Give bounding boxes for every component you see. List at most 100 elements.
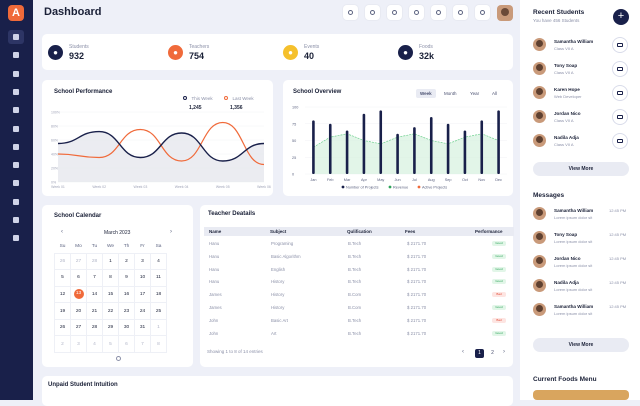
calendar-day[interactable]: 26	[54, 252, 71, 271]
nav-tools[interactable]	[8, 85, 24, 99]
calendar-day[interactable]: 4	[86, 335, 103, 354]
tab-year[interactable]: Year	[470, 91, 480, 96]
calendar-next-button[interactable]: ›	[170, 229, 172, 235]
search-button[interactable]	[343, 5, 358, 20]
calendar-day[interactable]: 23	[118, 302, 135, 320]
nav-files[interactable]	[8, 213, 24, 227]
mail-button[interactable]	[613, 110, 627, 124]
calendar-day[interactable]: 9	[118, 269, 135, 287]
calendar-day[interactable]: 19	[54, 302, 71, 320]
calendar-day[interactable]: 14	[86, 285, 103, 304]
messages-button[interactable]	[431, 5, 446, 20]
calendar-day[interactable]: 6	[118, 335, 135, 354]
notifications-button[interactable]	[453, 5, 468, 20]
col-fees[interactable]: Fees	[405, 229, 416, 234]
calendar-day[interactable]: 1	[102, 252, 119, 271]
fullscreen-button[interactable]	[409, 5, 424, 20]
calendar-day[interactable]: 22	[102, 302, 119, 320]
calendar-day[interactable]: 13	[70, 285, 87, 304]
calendar-day[interactable]: 7	[134, 335, 151, 354]
sender-avatar	[533, 207, 546, 220]
calendar-day[interactable]: 8	[150, 335, 167, 354]
user-avatar[interactable]	[497, 5, 513, 21]
bar-projects	[480, 120, 484, 174]
page-2[interactable]: 2	[491, 350, 494, 356]
nav-folders[interactable]	[8, 103, 24, 117]
nav-teachers[interactable]	[8, 67, 24, 81]
nav-puzzle[interactable]	[8, 176, 24, 190]
calendar-day[interactable]: 27	[70, 318, 87, 337]
col-qualification[interactable]: Qulification	[347, 229, 372, 234]
theme-button[interactable]	[387, 5, 402, 20]
legend-dot	[417, 185, 421, 189]
nav-mail[interactable]	[8, 140, 24, 154]
settings-button[interactable]	[475, 5, 490, 20]
messages-view-more-button[interactable]: View More	[533, 338, 629, 352]
nav-list[interactable]	[8, 122, 24, 136]
recent-view-more-button[interactable]: View More	[533, 162, 629, 176]
calendar-day[interactable]: 3	[70, 335, 87, 354]
tab-week[interactable]: Week	[416, 89, 436, 98]
calendar-day[interactable]: 25	[150, 302, 167, 320]
add-student-button[interactable]: +	[613, 9, 629, 25]
calendar-day[interactable]: 12	[54, 285, 71, 304]
calendar-day[interactable]: 29	[102, 318, 119, 337]
calendar-day[interactable]: 26	[54, 318, 71, 337]
calendar-day[interactable]: 27	[70, 252, 87, 271]
messages-title: Messages	[533, 192, 565, 199]
col-name[interactable]: Name	[209, 229, 222, 234]
col-subject[interactable]: Subject	[270, 229, 287, 234]
calendar-day[interactable]: 10	[134, 269, 151, 287]
page-1[interactable]: 1	[475, 349, 484, 358]
calendar-day[interactable]: 4	[150, 252, 167, 271]
calendar-day[interactable]: 6	[70, 269, 87, 287]
mail-button[interactable]	[613, 86, 627, 100]
calendar-day[interactable]: 11	[150, 269, 167, 287]
stats-card	[42, 34, 513, 70]
calendar-day[interactable]: 21	[86, 302, 103, 320]
mail-button[interactable]	[613, 134, 627, 148]
calendar-day[interactable]: 8	[102, 269, 119, 287]
performance-badge: Bad	[492, 292, 506, 298]
mail-button[interactable]	[613, 62, 627, 76]
app-logo[interactable]: A	[8, 5, 24, 21]
calendar-day[interactable]: 31	[134, 318, 151, 337]
nav-dashboard[interactable]	[8, 30, 24, 44]
calendar-day[interactable]: 24	[134, 302, 151, 320]
y-tick: 100%	[51, 111, 60, 115]
calendar-day[interactable]: 16	[118, 285, 135, 304]
calendar-day[interactable]: 3	[134, 252, 151, 271]
nav-cards[interactable]	[8, 231, 24, 245]
last-week-line	[57, 121, 265, 166]
apps-button[interactable]	[365, 5, 380, 20]
calendar-add-icon[interactable]	[116, 356, 121, 361]
page-next-button[interactable]: ›	[503, 349, 505, 355]
calendar-day[interactable]: 5	[102, 335, 119, 354]
nav-students[interactable]	[8, 48, 24, 62]
student-avatar	[533, 134, 546, 147]
calendar-day[interactable]: 30	[118, 318, 135, 337]
calendar-prev-button[interactable]: ‹	[61, 229, 63, 235]
calendar-day[interactable]: 17	[134, 285, 151, 304]
mail-button[interactable]	[613, 38, 627, 52]
legend-label: Number of Projects	[346, 185, 379, 189]
calendar-day[interactable]: 1	[150, 318, 167, 337]
calendar-day[interactable]: 2	[54, 335, 71, 354]
page-prev-button[interactable]: ‹	[462, 349, 464, 355]
weekday: Su	[59, 244, 66, 250]
tab-month[interactable]: Month	[444, 91, 457, 96]
nav-heart[interactable]	[8, 158, 24, 172]
calendar-day[interactable]: 28	[86, 252, 103, 271]
weekday: Th	[123, 244, 130, 250]
calendar-day[interactable]: 28	[86, 318, 103, 337]
calendar-day[interactable]: 7	[86, 269, 103, 287]
calendar-day[interactable]: 18	[150, 285, 167, 304]
calendar-day[interactable]: 20	[70, 302, 87, 320]
grid-icon	[370, 10, 375, 15]
tab-all[interactable]: All	[492, 91, 498, 96]
calendar-day[interactable]: 2	[118, 252, 135, 271]
col-performance[interactable]: Performance	[475, 229, 503, 234]
calendar-day[interactable]: 5	[54, 269, 71, 287]
calendar-day[interactable]: 15	[102, 285, 119, 304]
nav-docs[interactable]	[8, 195, 24, 209]
